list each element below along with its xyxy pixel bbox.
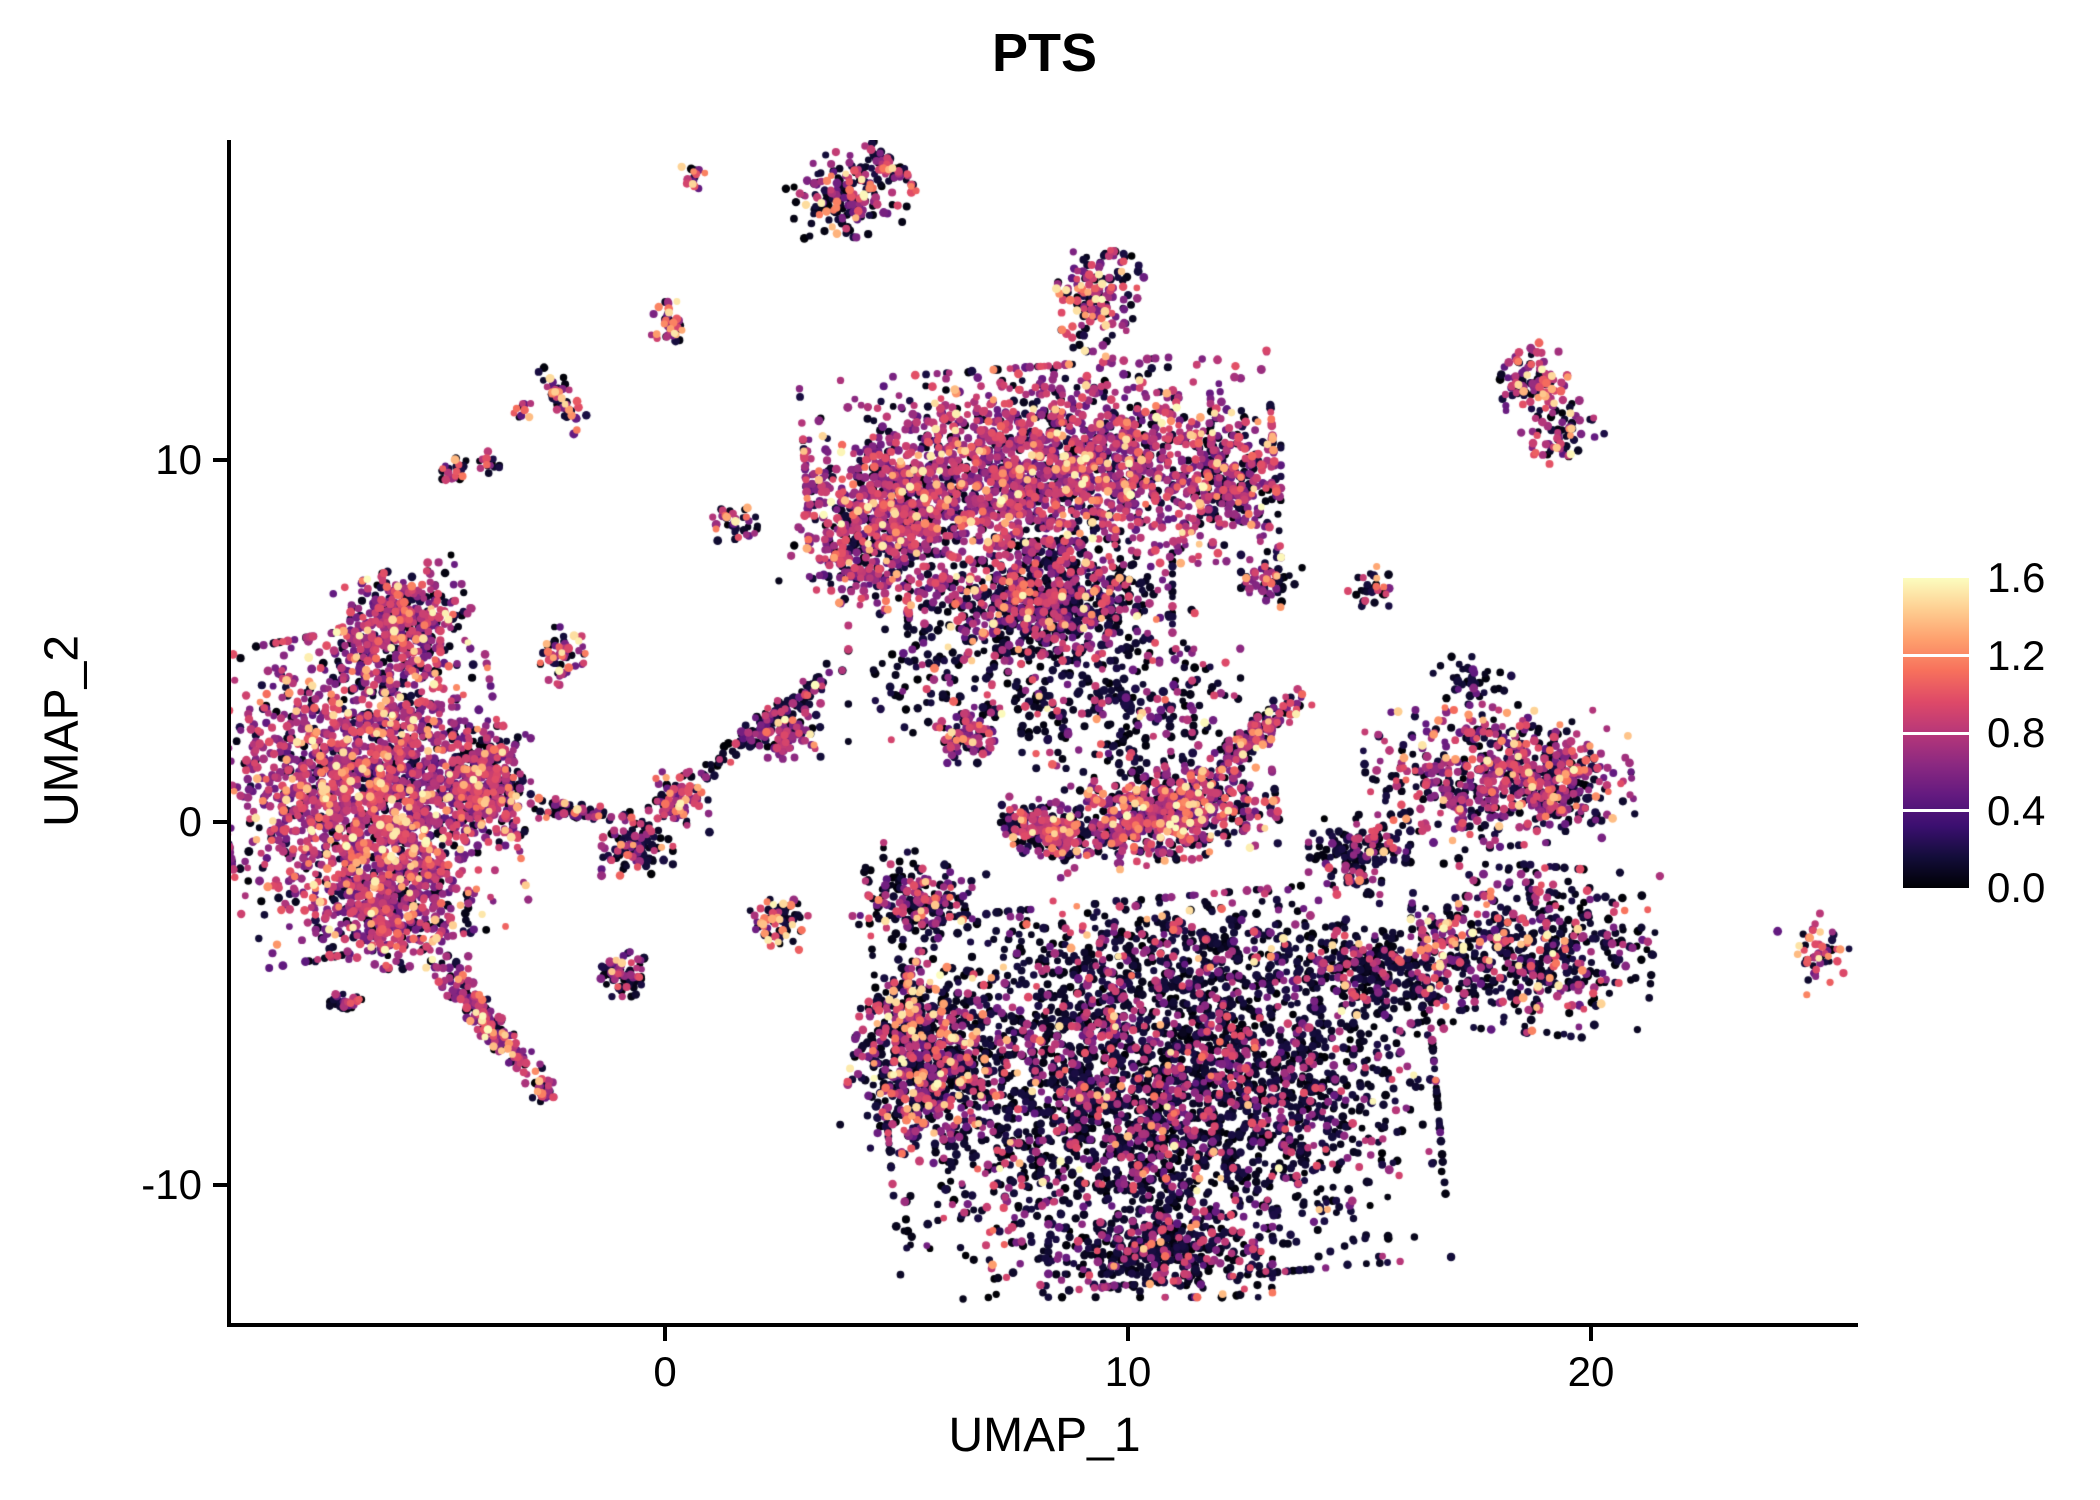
y-tick-label: 0 [178,798,202,845]
y-tick-mark [213,457,227,462]
x-tick-mark [1126,1327,1130,1341]
y-tick-label: -10 [141,1160,202,1208]
colorbar-tick-label: 1.2 [1987,631,2046,679]
colorbar-tick-mark [1903,731,1969,735]
colorbar-tick-label: 0.4 [1987,786,2046,834]
x-axis-line [227,1323,1858,1327]
y-tick-mark [213,820,227,824]
x-tick-label: 20 [1567,1348,1615,1395]
colorbar-tick-label: 0.8 [1987,709,2046,756]
x-axis-title: UMAP_1 [948,1409,1141,1462]
colorbar-tick-mark [1903,654,1969,657]
colorbar-tick-label: 1.6 [1987,554,2046,601]
colorbar-tick-mark [1903,809,1969,812]
y-tick-mark [213,1182,227,1187]
colorbar-tick-label: 0.0 [1987,864,2046,911]
plot-panel [231,140,1858,1323]
x-tick-label: 10 [1104,1348,1152,1395]
colorbar-legend: 1.6 1.2 0.8 0.4 0.0 [1903,556,2100,910]
plot-title: PTS [991,23,1098,83]
x-tick-mark [663,1327,667,1341]
x-tick-label: 0 [653,1348,677,1395]
scatter-canvas [231,140,1858,1323]
y-tick-label: 10 [155,435,202,483]
x-tick-mark [1589,1327,1593,1341]
y-axis-line [227,140,231,1327]
